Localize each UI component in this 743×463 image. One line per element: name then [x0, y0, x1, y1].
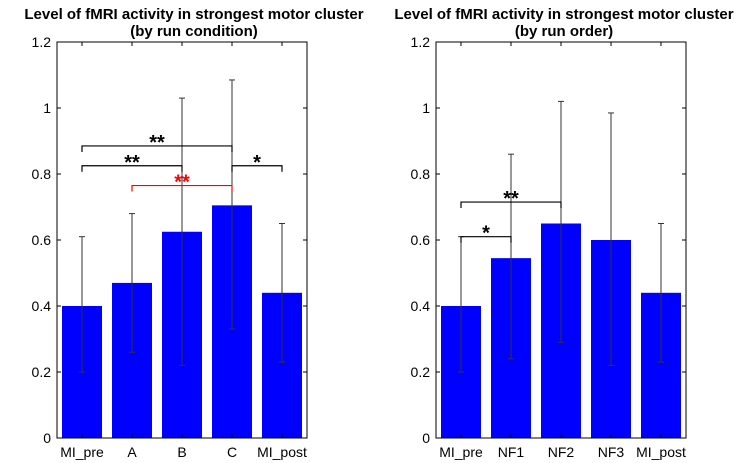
- y-tick-label: 1: [43, 100, 51, 116]
- plot-area: 0 0.2 0.4 0.6 0.8 1 1.2 MI_pre NF1 NF2 NF3 MI_post *…: [411, 34, 687, 460]
- x-tick-label: MI_pre: [60, 444, 104, 460]
- y-tick-label: 0.8: [32, 166, 52, 182]
- significance-label: **: [124, 152, 140, 174]
- x-tick-label: A: [127, 444, 137, 460]
- significance-bracket: [460, 201, 562, 209]
- y-tick-label: 0.8: [411, 166, 431, 182]
- x-tick-label: NF1: [498, 444, 525, 460]
- y-tick-label: 1: [422, 100, 430, 116]
- x-tick-label: NF2: [548, 444, 575, 460]
- significance-bracket: [460, 236, 512, 243]
- y-tick-label: 0.2: [32, 364, 52, 380]
- x-tick-label: MI_post: [636, 444, 686, 460]
- significance-label: *: [253, 152, 261, 174]
- y-tick-label: 0.6: [411, 232, 431, 248]
- x-tick-label: C: [227, 444, 237, 460]
- plot-area: 00.20.40.60.811.2MI_pre A B C MI_post**** ***: [32, 34, 308, 460]
- significance-bracket: [81, 145, 233, 152]
- chart-title-line2: (by run order): [515, 23, 613, 40]
- significance-label: **: [174, 172, 190, 194]
- chart-title-line1: Level of fMRI activity in strongest moto…: [394, 6, 733, 23]
- chart-by-run-condition: Level of fMRI activity in strongest moto…: [24, 6, 363, 460]
- significance-bracket: [131, 184, 233, 192]
- x-tick-label: MI_pre: [439, 444, 483, 460]
- chart-title-line1: Level of fMRI activity in strongest moto…: [24, 6, 363, 23]
- y-tick-label: 0.4: [411, 298, 431, 314]
- y-tick-label: 0.6: [32, 232, 52, 248]
- significance-label: *: [482, 223, 490, 245]
- y-tick-label: 1.2: [411, 34, 431, 50]
- y-tick-label: 0: [43, 430, 51, 446]
- y-tick-label: 0.2: [411, 364, 431, 380]
- significance-label: **: [503, 188, 519, 210]
- x-tick-label: MI_post: [257, 444, 307, 460]
- significance-bracket: [231, 165, 283, 172]
- chart-by-run-order: Level of fMRI activity in strongest moto…: [394, 6, 733, 460]
- y-tick-label: 0.4: [32, 298, 52, 314]
- chart-title-line2: (by run condition): [130, 23, 257, 40]
- y-tick-label: 0: [422, 430, 430, 446]
- significance-label: **: [149, 132, 165, 154]
- y-tick-label: 1.2: [32, 34, 52, 50]
- x-tick-label: B: [177, 444, 186, 460]
- significance-bracket: [81, 165, 183, 172]
- x-tick-label: NF3: [598, 444, 625, 460]
